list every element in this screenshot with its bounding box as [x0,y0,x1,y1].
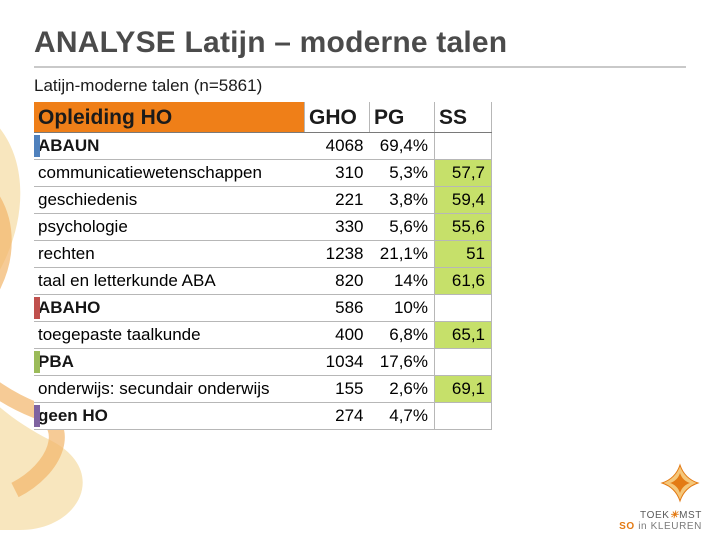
title-underline [34,66,686,68]
table-row: psychologie3305,6%55,6 [34,214,492,241]
table-row: geen HO2744,7% [34,403,492,430]
row-pg: 10% [370,295,435,322]
star-icon [658,461,702,505]
row-name: taal en letterkunde ABA [34,268,305,295]
row-ss [435,295,492,322]
row-pg: 3,8% [370,187,435,214]
table-row: ABAUN406869,4% [34,133,492,160]
subtitle: Latijn-moderne talen (n=5861) [34,76,686,96]
row-gho: 330 [305,214,370,241]
row-gho: 820 [305,268,370,295]
row-ss: 55,6 [435,214,492,241]
row-pg: 14% [370,268,435,295]
logo-text-line1: TOEK☀MST [619,510,702,521]
row-ss: 59,4 [435,187,492,214]
row-name: geschiedenis [34,187,305,214]
row-pg: 21,1% [370,241,435,268]
table-row: taal en letterkunde ABA82014%61,6 [34,268,492,295]
col-header-gho: GHO [305,102,370,133]
row-pg: 17,6% [370,349,435,376]
page-title: ANALYSE Latijn – moderne talen [34,26,686,60]
col-header-ss: SS [435,102,492,133]
table-row: geschiedenis2213,8%59,4 [34,187,492,214]
row-name: rechten [34,241,305,268]
row-ss: 65,1 [435,322,492,349]
row-ss: 57,7 [435,160,492,187]
row-pg: 5,3% [370,160,435,187]
row-pg: 4,7% [370,403,435,430]
row-pg: 5,6% [370,214,435,241]
row-ss: 51 [435,241,492,268]
row-gho: 310 [305,160,370,187]
row-name: ABAUN [34,133,305,160]
col-header-pg: PG [370,102,435,133]
table-row: toegepaste taalkunde4006,8%65,1 [34,322,492,349]
row-ss [435,349,492,376]
logo: TOEK☀MST SO in KLEUREN [619,461,702,532]
row-gho: 155 [305,376,370,403]
row-gho: 274 [305,403,370,430]
row-gho: 1034 [305,349,370,376]
row-gho: 1238 [305,241,370,268]
row-gho: 4068 [305,133,370,160]
row-gho: 400 [305,322,370,349]
table-row: ABAHO58610% [34,295,492,322]
row-ss [435,403,492,430]
table-row: rechten123821,1%51 [34,241,492,268]
row-name: communicatiewetenschappen [34,160,305,187]
row-ss: 69,1 [435,376,492,403]
table-row: communicatiewetenschappen3105,3%57,7 [34,160,492,187]
row-gho: 221 [305,187,370,214]
table-row: PBA103417,6% [34,349,492,376]
logo-text-line2: SO in KLEUREN [619,521,702,532]
row-name: ABAHO [34,295,305,322]
data-table: Opleiding HO GHO PG SS ABAUN406869,4%com… [34,102,492,430]
row-name: PBA [34,349,305,376]
col-header-opleiding: Opleiding HO [34,102,305,133]
row-name: geen HO [34,403,305,430]
table-header-row: Opleiding HO GHO PG SS [34,102,492,133]
row-name: onderwijs: secundair onderwijs [34,376,305,403]
row-name: toegepaste taalkunde [34,322,305,349]
row-name: psychologie [34,214,305,241]
row-gho: 586 [305,295,370,322]
row-pg: 6,8% [370,322,435,349]
row-pg: 69,4% [370,133,435,160]
row-ss [435,133,492,160]
table-row: onderwijs: secundair onderwijs1552,6%69,… [34,376,492,403]
row-pg: 2,6% [370,376,435,403]
row-ss: 61,6 [435,268,492,295]
